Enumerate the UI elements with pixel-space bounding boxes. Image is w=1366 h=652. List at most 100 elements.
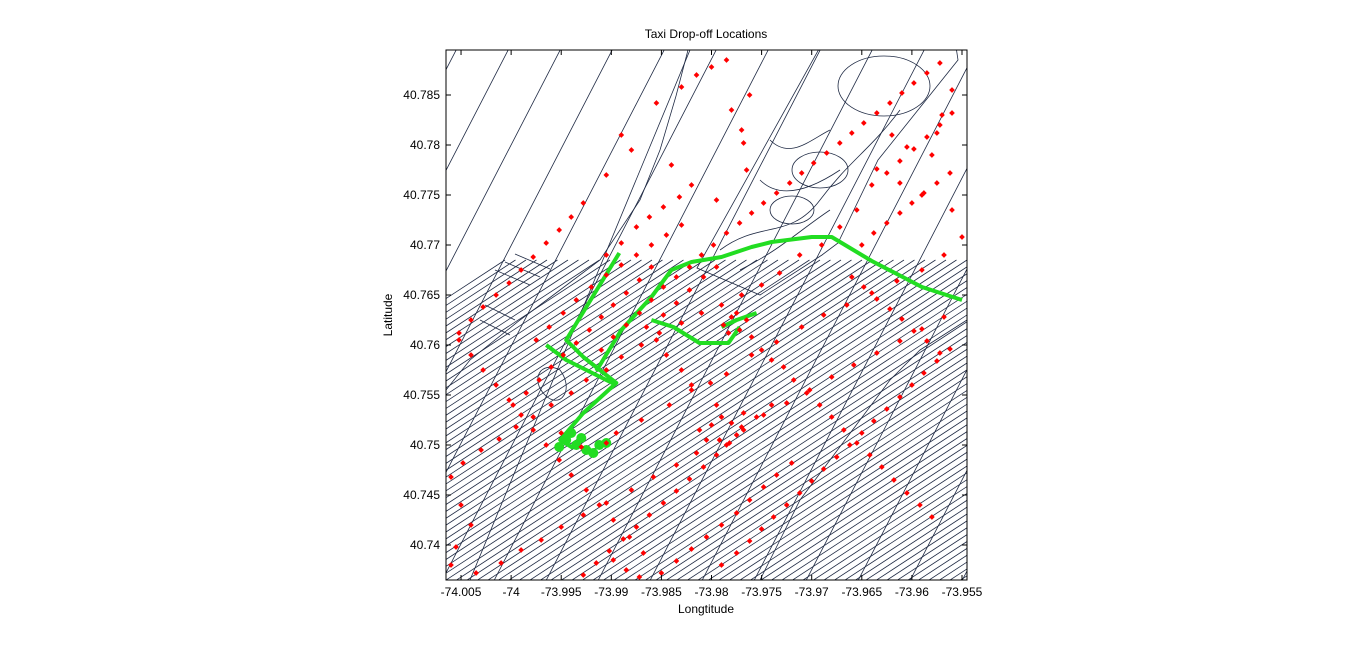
avenue-line [701,66,967,580]
street-line [446,259,653,396]
dropoff-point [806,387,813,393]
dropoff-point [518,547,524,553]
dropoff-point [650,474,657,480]
dropoff-point [858,430,865,436]
avenue-line [446,50,717,574]
street-line [446,259,632,382]
dropoff-point [803,390,810,396]
dropoff-point [846,442,853,448]
dropoff-point [688,382,695,388]
street-line [446,259,779,478]
dropoff-point [636,277,643,283]
street-line [446,259,915,567]
x-tick-label: -73.96 [895,585,929,599]
dropoff-point [773,339,780,345]
dropoff-point [780,364,787,370]
plot-area[interactable] [0,0,1366,600]
dropoff-point [530,414,537,420]
street-line [446,259,747,457]
dropoff-point [858,242,865,248]
dropoff-point [588,284,595,290]
dropoff-point [728,420,735,426]
dropoff-point [708,64,715,70]
dropoff-point [758,526,765,532]
dropoff-point [836,140,843,146]
x-tick-label: -73.955 [942,585,983,599]
route-segment [545,343,618,387]
dropoff-point [887,100,893,106]
street-line [446,259,642,389]
street-line [446,259,611,368]
dropoff-point [947,346,953,352]
street-line [896,534,967,580]
dropoff-point [586,327,593,333]
dropoff-point [603,252,610,258]
avenue-line [493,50,769,580]
dropoff-point [700,274,707,280]
dropoff-point [773,190,780,196]
dropoff-point [866,452,873,458]
dropoff-point [723,230,730,236]
dropoff-point [853,207,860,213]
east-shoreline [759,319,967,580]
dropoff-point [707,380,714,386]
avenue-line [805,268,967,580]
dropoff-point [828,374,835,380]
street-line [697,403,967,580]
dropoff-point [929,514,935,520]
street-line [718,417,967,580]
dropoff-point [568,472,575,478]
street-line [655,376,967,580]
dropoff-point [518,267,524,273]
dropoff-point [736,220,743,226]
chart-title: Taxi Drop-off Locations [645,27,768,41]
dropoff-point [628,147,635,153]
dropoff-point [668,162,675,168]
dropoff-point [733,510,740,516]
street-line [446,259,621,375]
dropoff-point [468,352,474,358]
dropoff-point [480,367,486,373]
street-line [854,506,967,580]
west-shoreline [446,50,689,391]
dropoff-point [828,414,835,420]
dropoff-point [836,224,843,230]
dropoff-point [513,424,519,430]
dropoff-point [478,447,484,453]
street-line [865,513,967,580]
dropoff-point [937,350,943,356]
dropoff-point [548,402,555,408]
route-cluster-point [566,428,577,438]
dropoff-point [580,572,587,578]
street-line [446,259,684,416]
avenue-line [446,50,509,172]
dropoff-point [897,338,903,344]
y-tick-label: 40.78 [410,138,440,152]
dropoff-point [883,406,890,412]
dropoff-point [713,452,720,458]
dropoff-point [543,442,550,448]
dropoff-point [530,427,537,433]
dropoff-point [603,440,610,446]
street-line [446,259,695,423]
street-line [446,259,569,341]
dropoff-point [558,524,565,530]
dropoff-point [783,502,790,508]
dropoff-point [823,150,830,156]
dropoff-point [648,242,655,248]
street-line [446,259,663,403]
dropoff-point [868,290,875,296]
dropoff-point [911,146,917,152]
dropoff-point [738,292,745,298]
dropoff-point [934,130,940,136]
dropoff-point [740,410,747,416]
dropoff-point [808,478,815,484]
dropoff-point [676,194,683,200]
dropoff-point [887,306,893,312]
dropoff-point [618,354,625,360]
dropoff-point [909,200,915,206]
dropoff-point [623,322,630,328]
street-line [875,520,967,580]
dropoff-point [818,242,825,248]
dropoff-point [726,440,733,446]
